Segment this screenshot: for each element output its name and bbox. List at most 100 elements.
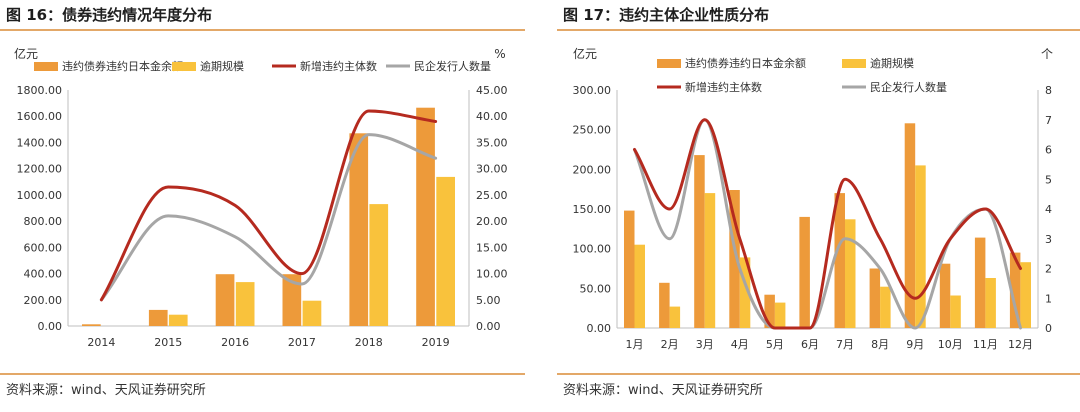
legend-label-4: 民企发行人数量 [414,59,491,73]
bar-principal-8 [869,268,881,328]
left-tick-label: 1600.00 [17,110,63,123]
bar-overdue-5 [774,302,786,328]
x-tick-label: 11月 [973,338,998,351]
left-tick-label: 150.00 [573,203,612,216]
left-tick-label: 100.00 [573,243,612,256]
bar-principal-10 [939,263,951,328]
x-tick-label: 2月 [661,338,679,351]
bar-principal-1 [624,210,635,328]
x-tick-label: 8月 [871,338,889,351]
x-tick-label: 12月 [1008,338,1033,351]
left-tick-label: 50.00 [580,282,612,295]
x-tick-label: 1月 [626,338,644,351]
bar-overdue-6 [436,176,455,326]
bar-principal-4 [282,274,302,326]
bar-principal-2 [659,282,670,328]
left-tick-label: 1400.00 [17,136,63,149]
figure-17-title: 图 17：违约主体企业性质分布 [563,6,770,24]
left-tick-label: 200.00 [573,163,612,176]
figure-16-bottom-rule [0,373,525,375]
left-tick-label: 1800.00 [17,84,63,97]
right-tick-label: 0.00 [476,320,501,333]
bar-overdue-2 [168,314,188,326]
bar-principal-3 [694,155,705,328]
left-tick-label: 400.00 [24,268,63,281]
legend-swatch-1 [34,62,58,71]
legend-label-3: 新增违约主体数 [685,80,762,94]
legend-label-3: 新增违约主体数 [300,59,377,73]
figure-16-chart: 亿元 % 违约债券违约日本金余额 逾期规模 新增违约主体数 民企发行人数量 0.00 200.… [14,46,508,349]
x-tick-label: 2014 [87,336,115,349]
bar-overdue-7 [845,219,856,328]
bar-overdue-4 [302,300,322,326]
right-axis-unit: % [494,47,505,61]
figure-16-top-rule [0,29,525,31]
bar-principal-6 [799,216,810,328]
right-tick-label: 15.00 [476,241,508,254]
right-tick-label: 6 [1045,144,1052,157]
right-tick-label: 20.00 [476,215,508,228]
bar-principal-7 [834,193,845,328]
bar-principal-1 [82,324,101,326]
x-tick-label: 7月 [836,338,854,351]
figure-17-source: 资料来源：wind、天风证券研究所 [563,383,763,398]
x-tick-label: 10月 [938,338,963,351]
bar-principal-9 [904,123,916,328]
x-tick-label: 3月 [696,338,714,351]
x-tick-label: 4月 [731,338,749,351]
left-axis-unit: 亿元 [573,46,597,61]
bar-overdue-5 [369,204,389,326]
left-tick-label: 0.00 [38,320,63,333]
left-tick-label: 250.00 [573,124,612,137]
left-tick-label: 0.00 [587,322,612,335]
bar-principal-4 [729,190,740,328]
x-tick-label: 2015 [154,336,182,349]
right-tick-label: 10.00 [476,268,508,281]
bar-overdue-3 [704,193,716,328]
legend-label-2: 逾期规模 [200,59,244,73]
left-tick-label: 1000.00 [17,189,63,202]
x-tick-label: 5月 [766,338,784,351]
right-tick-label: 45.00 [476,84,508,97]
right-tick-label: 5 [1045,173,1052,186]
legend-label-4: 民企发行人数量 [870,80,947,94]
new-defaults-line [99,109,438,302]
left-tick-label: 800.00 [24,215,63,228]
bar-principal-6 [416,107,435,326]
right-tick-label: 5.00 [476,294,501,307]
bar-overdue-8 [880,286,891,328]
right-tick-label: 25.00 [476,189,508,202]
bar-principal-2 [148,309,168,326]
left-tick-label: 1200.00 [17,163,63,176]
bar-overdue-4 [739,257,751,328]
right-tick-label: 8 [1045,84,1052,97]
legend-swatch-2 [172,62,196,71]
new-defaults-line [633,118,1022,330]
right-tick-label: 30.00 [476,163,508,176]
right-tick-label: 0 [1045,322,1052,335]
x-tick-label: 9月 [906,338,924,351]
figure-17-panel: 图 17：违约主体企业性质分布 亿元 个违约债券违约日本金余额 逾期规模 新增违约主体… [557,0,1080,412]
left-tick-label: 300.00 [573,84,612,97]
bar-overdue-1 [634,244,645,328]
bar-principal-3 [215,274,235,326]
bar-overdue-2 [669,306,681,328]
right-tick-label: 3 [1045,233,1052,246]
legend-label-2: 逾期规模 [870,56,914,70]
right-axis-unit: 个 [1041,47,1053,61]
legend-label-1: 违约债券违约日本金余额 [62,59,183,73]
figure-17-top-rule [557,29,1080,31]
legend-swatch-1 [657,59,681,68]
bar-principal-11 [974,237,986,328]
figure-16-panel: 图 16：债券违约情况年度分布 亿元% 违约债券违约日本金余额 逾期规模 新增违约主体… [0,0,525,412]
figure-16-source: 资料来源：wind、天风证券研究所 [6,383,206,398]
bar-overdue-11 [985,278,996,328]
left-tick-label: 200.00 [24,294,63,307]
figure-16-title: 图 16：债券违约情况年度分布 [6,6,213,24]
private-issuers-line [99,133,438,302]
bar-overdue-12 [1020,262,1031,328]
x-tick-label: 2018 [355,336,383,349]
x-tick-label: 2016 [221,336,249,349]
x-tick-label: 2017 [288,336,316,349]
